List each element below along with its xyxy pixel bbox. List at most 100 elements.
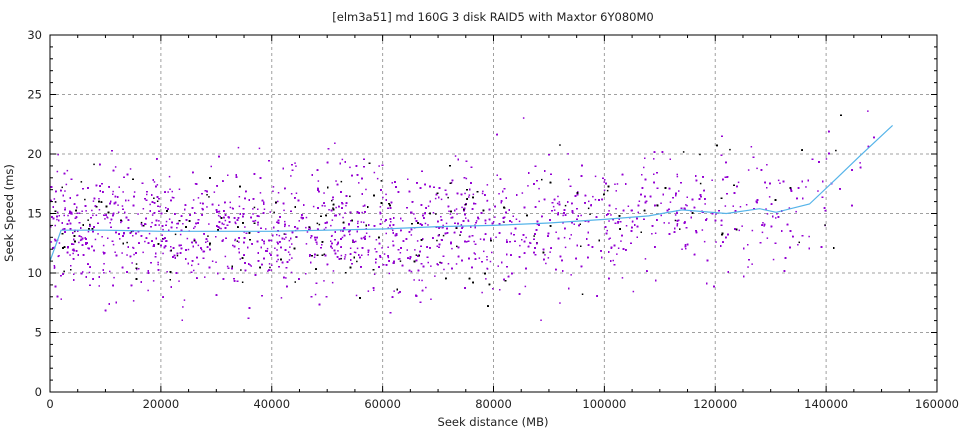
scatter-point [172, 191, 174, 193]
scatter-point [118, 212, 120, 214]
scatter-point [645, 258, 647, 260]
scatter-point [332, 282, 334, 284]
scatter-point [147, 290, 149, 292]
scatter-point [324, 254, 326, 256]
scatter-point [239, 206, 241, 208]
scatter-point [565, 247, 567, 249]
scatter-point [356, 295, 358, 297]
scatter-point [322, 205, 324, 207]
scatter-point [569, 238, 571, 240]
scatter-point [400, 260, 402, 262]
scatter-point [97, 233, 99, 235]
scatter-point [318, 180, 320, 182]
scatter-point [267, 248, 269, 250]
scatter-point [117, 204, 119, 206]
scatter-point [149, 204, 151, 206]
scatter-point [193, 270, 195, 272]
scatter-point [66, 184, 68, 186]
scatter-point [776, 213, 778, 215]
scatter-point [540, 320, 542, 322]
scatter-point [167, 191, 169, 193]
scatter-point [632, 221, 634, 223]
scatter-point [187, 238, 189, 240]
scatter-point [580, 215, 582, 217]
scatter-point [342, 237, 344, 239]
scatter-point [95, 239, 97, 241]
scatter-point [285, 237, 287, 239]
scatter-point [121, 252, 123, 254]
scatter-point [456, 213, 458, 215]
scatter-point [677, 176, 679, 178]
scatter-point [608, 210, 610, 212]
scatter-point [113, 244, 115, 246]
scatter-point [295, 281, 297, 283]
scatter-point [335, 180, 337, 182]
scatter-point [466, 178, 468, 180]
scatter-point [516, 219, 518, 221]
scatter-point [430, 299, 432, 301]
scatter-point [544, 254, 546, 256]
scatter-point [158, 224, 160, 226]
scatter-point [407, 179, 409, 181]
scatter-point [332, 199, 334, 201]
scatter-point [126, 254, 128, 256]
scatter-point [277, 201, 279, 203]
scatter-point [557, 196, 559, 198]
scatter-point [704, 203, 706, 205]
scatter-point [835, 150, 837, 152]
scatter-point [206, 206, 208, 208]
scatter-point [495, 237, 497, 239]
scatter-point [194, 226, 196, 228]
scatter-point [498, 265, 500, 267]
scatter-point [137, 213, 139, 215]
scatter-point [289, 259, 291, 261]
scatter-point [278, 192, 280, 194]
scatter-point [133, 300, 135, 302]
scatter-point [704, 241, 706, 243]
scatter-point [483, 251, 485, 253]
scatter-point [773, 259, 775, 261]
scatter-point [628, 206, 630, 208]
scatter-point [285, 277, 287, 279]
scatter-point [93, 200, 95, 202]
scatter-point [321, 244, 323, 246]
scatter-point [345, 205, 347, 207]
scatter-point [82, 271, 84, 273]
scatter-point [257, 209, 259, 211]
scatter-point [284, 233, 286, 235]
scatter-point [456, 246, 458, 248]
scatter-point [294, 162, 296, 164]
scatter-point [335, 207, 337, 209]
scatter-point [178, 280, 180, 282]
scatter-point [179, 189, 181, 191]
scatter-point [435, 213, 437, 215]
scatter-point [616, 253, 618, 255]
scatter-point [112, 191, 114, 193]
scatter-point [501, 202, 503, 204]
scatter-point [284, 226, 286, 228]
scatter-point [416, 254, 418, 256]
scatter-point [269, 267, 271, 269]
scatter-point [678, 190, 680, 192]
scatter-point [435, 198, 437, 200]
scatter-point [169, 218, 171, 220]
scatter-point [77, 194, 79, 196]
scatter-point [428, 262, 430, 264]
scatter-point [562, 215, 564, 217]
scatter-point [559, 201, 561, 203]
scatter-point [88, 231, 90, 233]
scatter-point [617, 183, 619, 185]
scatter-point [153, 280, 155, 282]
scatter-point [158, 220, 160, 222]
scatter-point [545, 263, 547, 265]
scatter-point [162, 229, 164, 231]
scatter-point [615, 208, 617, 210]
scatter-point [159, 206, 161, 208]
scatter-point [588, 208, 590, 210]
scatter-point [541, 179, 543, 181]
scatter-point [451, 248, 453, 250]
scatter-point [319, 224, 321, 226]
scatter-point [762, 222, 764, 224]
scatter-point [225, 220, 227, 222]
scatter-point [778, 180, 780, 182]
